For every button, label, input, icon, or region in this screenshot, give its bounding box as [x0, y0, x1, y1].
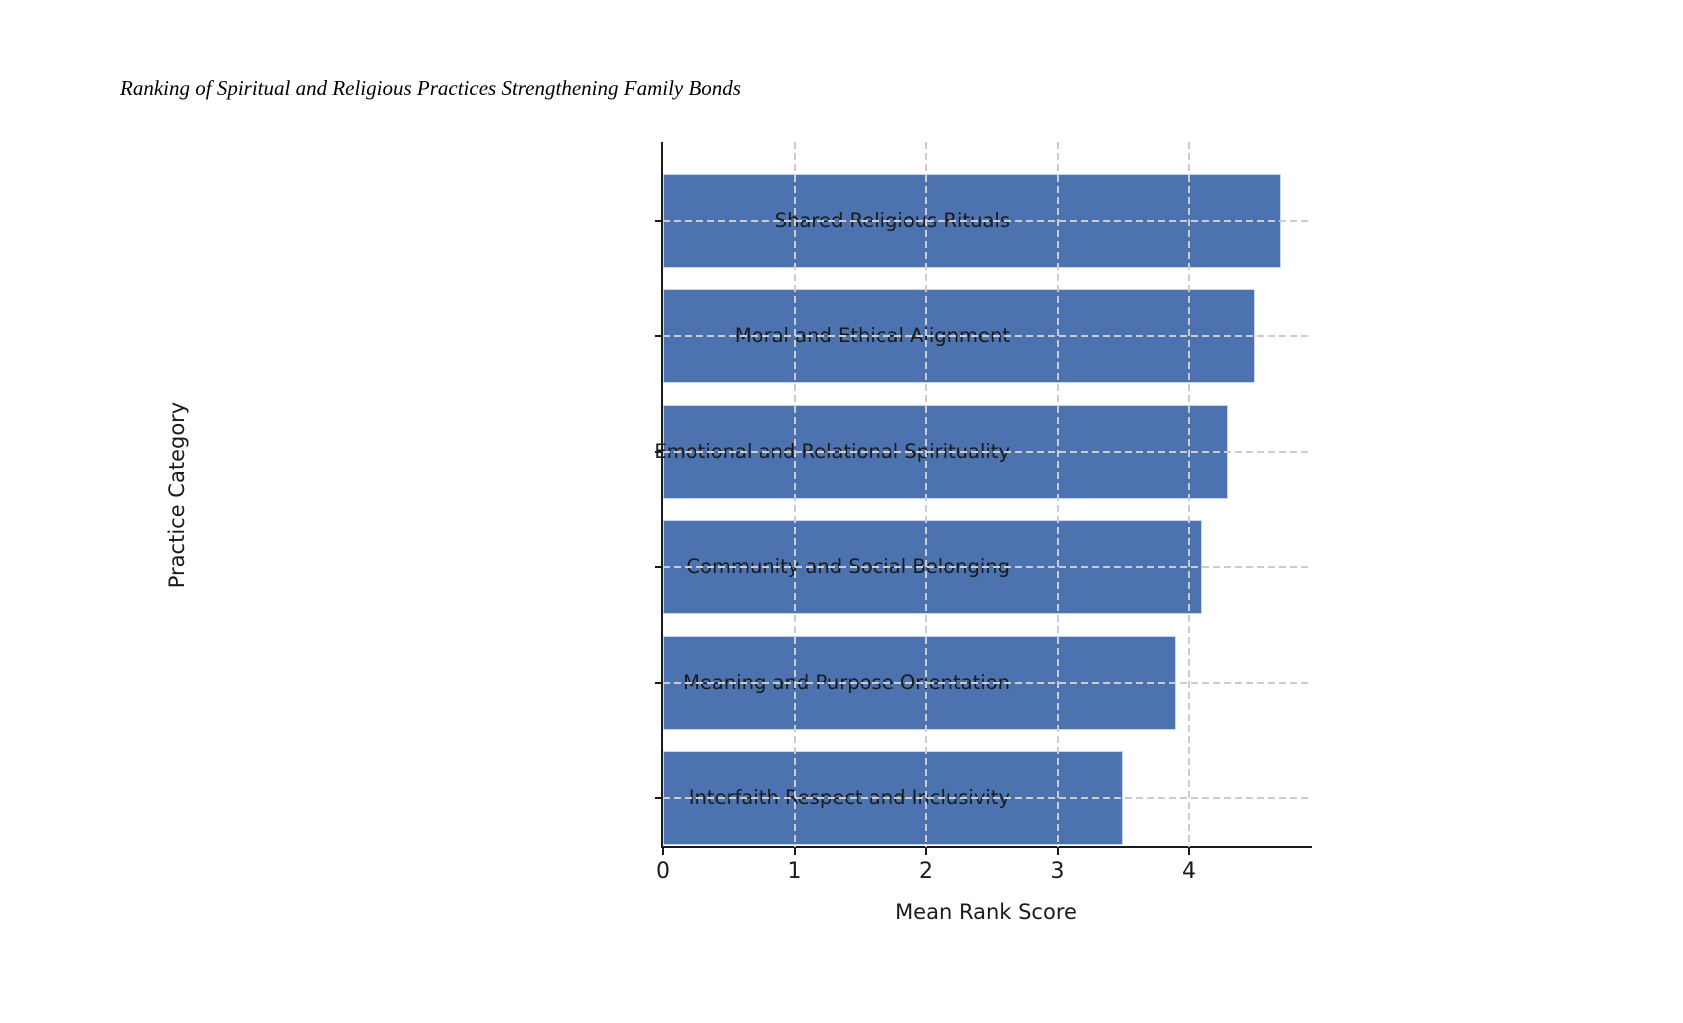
y-tick-mark: [655, 797, 663, 799]
y-axis-spine: [661, 142, 663, 848]
x-tick-label: 4: [1182, 859, 1197, 884]
x-tick-mark: [793, 847, 796, 855]
plot-area: 0 1 2 3 4: [655, 142, 1310, 884]
gridline-vertical: [925, 142, 927, 847]
x-tick-mark: [1056, 847, 1059, 855]
gridline-horizontal: [663, 335, 1310, 338]
gridline-horizontal: [663, 797, 1310, 799]
gridline-vertical: [1188, 142, 1191, 847]
x-tick-label: 2: [919, 859, 933, 884]
y-tick-mark: [655, 681, 663, 684]
gridline-vertical: [1056, 142, 1059, 847]
x-tick-label: 0: [656, 859, 670, 884]
gridline-horizontal: [663, 681, 1310, 684]
gridline-vertical: [793, 142, 796, 847]
x-axis-label: Mean Rank Score: [895, 900, 1077, 924]
gridline-horizontal: [663, 566, 1310, 569]
gridline-horizontal: [663, 450, 1310, 453]
y-axis-label: Practice Category: [165, 401, 189, 589]
x-tick-label: 1: [787, 859, 802, 884]
x-tick-mark: [662, 847, 664, 855]
y-tick-mark: [655, 335, 663, 338]
x-tick-label: 3: [1050, 859, 1065, 884]
y-tick-mark: [655, 566, 663, 569]
x-tick-mark: [1188, 847, 1191, 855]
chart-title: Ranking of Spiritual and Religious Pract…: [120, 76, 741, 100]
x-axis-spine: [661, 846, 1312, 848]
y-tick-mark: [655, 220, 663, 222]
x-tick-mark: [925, 847, 927, 855]
gridline-horizontal: [663, 220, 1310, 222]
y-tick-mark: [655, 450, 663, 453]
